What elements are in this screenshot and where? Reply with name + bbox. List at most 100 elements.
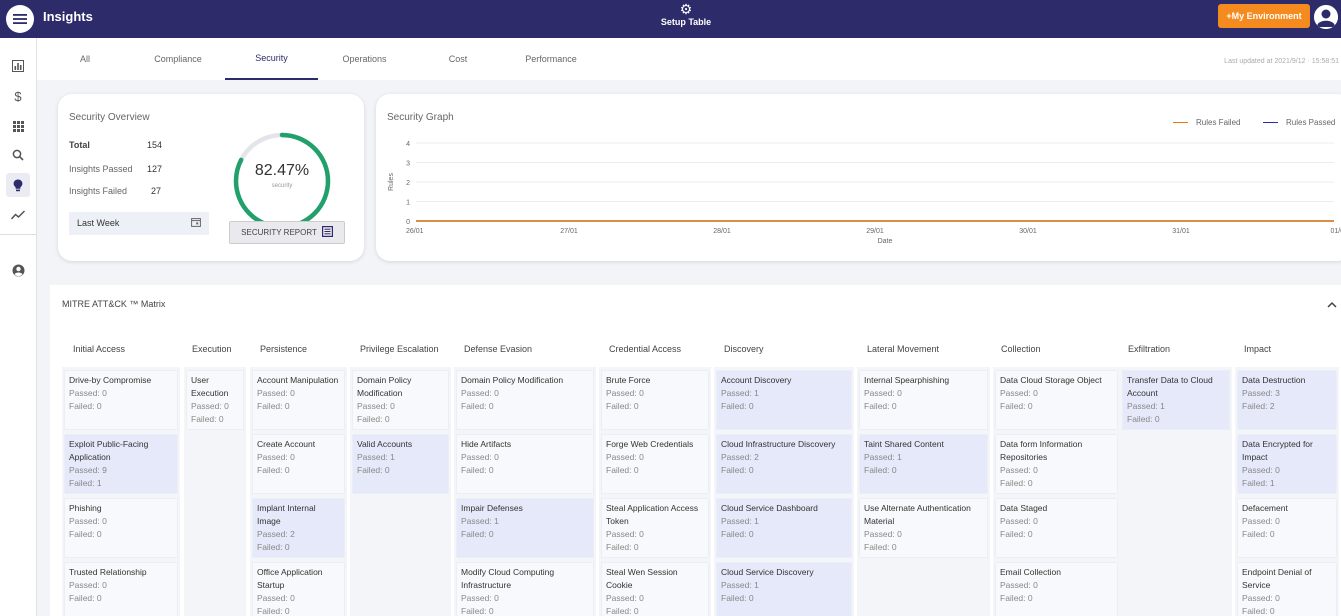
period-label: Last Week: [77, 218, 120, 228]
matrix-technique-tile[interactable]: Domain Policy Modification Passed: 0 Faile…: [352, 370, 449, 430]
security-overview-title: Security Overview: [69, 112, 150, 123]
matrix-technique-tile[interactable]: Steal Application Access Token Passed: 0 F…: [601, 498, 709, 558]
security-report-button[interactable]: SECURITY REPORT: [229, 221, 345, 244]
matrix-technique-tile[interactable]: Internal Spearphishing Passed: 0 Failed: 0: [859, 370, 988, 430]
matrix-technique-tile[interactable]: Trusted Relationship Passed: 0 Failed: 0: [64, 562, 178, 616]
technique-name: Domain Policy Modification: [357, 375, 412, 398]
bar-chart-icon[interactable]: [6, 54, 30, 78]
matrix-technique-tile[interactable]: Email Collection Passed: 0 Failed: 0: [995, 562, 1118, 616]
technique-name: Account Discovery: [721, 375, 792, 385]
period-select[interactable]: Last Week: [69, 212, 209, 235]
technique-passed: Passed: 0: [357, 401, 395, 411]
matrix-technique-tile[interactable]: Impair Defenses Passed: 1 Failed: 0: [456, 498, 594, 558]
matrix-technique-tile[interactable]: Endpoint Denial of Service Passed: 0 Faile…: [1237, 562, 1337, 616]
matrix-technique-tile[interactable]: Cloud Service Dashboard Passed: 1 Failed: …: [716, 498, 852, 558]
y-tick-label: 3: [406, 161, 410, 168]
technique-passed: Passed: 2: [257, 529, 295, 539]
technique-name: Data Staged: [1000, 503, 1048, 513]
technique-failed: Failed: 0: [864, 401, 897, 411]
technique-failed: Failed: 0: [1000, 478, 1033, 488]
matrix-technique-tile[interactable]: Data form Information Repositories Passed…: [995, 434, 1118, 494]
matrix-technique-tile[interactable]: Drive-by Compromise Passed: 0 Failed: 0: [64, 370, 178, 430]
technique-name: Cloud Service Discovery: [721, 567, 814, 577]
technique-failed: Failed: 0: [69, 401, 102, 411]
matrix-technique-tile[interactable]: Hide Artifacts Passed: 0 Failed: 0: [456, 434, 594, 494]
matrix-technique-tile[interactable]: Create Account Passed: 0 Failed: 0: [252, 434, 345, 494]
matrix-technique-tile[interactable]: Steal Wen Session Cookie Passed: 0 Failed:…: [601, 562, 709, 616]
technique-name: Valid Accounts: [357, 439, 413, 449]
tab-security[interactable]: Security: [225, 38, 318, 80]
hamburger-icon[interactable]: [6, 5, 34, 33]
matrix-technique-tile[interactable]: Transfer Data to Cloud Account Passed: 1 F…: [1122, 370, 1230, 430]
legend-rules-failed[interactable]: Rules Failed: [1173, 118, 1240, 127]
tab-compliance[interactable]: Compliance: [154, 54, 202, 64]
technique-passed: Passed: 0: [1000, 516, 1038, 526]
matrix-technique-tile[interactable]: User Execution Passed: 0 Failed: 0: [186, 370, 244, 430]
user-avatar-icon[interactable]: [1314, 5, 1338, 29]
matrix-column-header: Impact: [1244, 344, 1272, 354]
technique-passed: Passed: 0: [1242, 593, 1280, 603]
matrix-technique-tile[interactable]: Domain Policy Modification Passed: 0 Faile…: [456, 370, 594, 430]
matrix-technique-tile[interactable]: Cloud Service Discovery Passed: 1 Failed: …: [716, 562, 852, 616]
technique-name: Data form Information Repositories: [1000, 439, 1083, 462]
matrix-technique-tile[interactable]: Defacement Passed: 0 Failed: 0: [1237, 498, 1337, 558]
technique-name: Drive-by Compromise: [69, 375, 152, 385]
matrix-technique-tile[interactable]: Data Encrypted for Impact Passed: 0 Failed…: [1237, 434, 1337, 494]
collapse-chevron-icon[interactable]: [1327, 297, 1337, 311]
security-percent-sub: security: [271, 183, 293, 189]
technique-failed: Failed: 0: [461, 529, 494, 539]
technique-name: Phishing: [69, 503, 102, 513]
technique-name: Implant Internal Image: [257, 503, 316, 526]
technique-name: Endpoint Denial of Service: [1242, 567, 1312, 590]
matrix-technique-tile[interactable]: Cloud Infrastructure Discovery Passed: 2 F…: [716, 434, 852, 494]
search-icon[interactable]: [6, 143, 30, 167]
tab-performance[interactable]: Performance: [525, 54, 577, 64]
matrix-technique-tile[interactable]: Exploit Public-Facing Application Passed:…: [64, 434, 178, 494]
matrix-technique-tile[interactable]: Use Alternate Authentication Material Pas…: [859, 498, 988, 558]
my-environment-button[interactable]: +My Environment: [1218, 4, 1310, 28]
setup-table-button[interactable]: ⚙ Setup Table: [650, 2, 722, 27]
lightbulb-icon[interactable]: [6, 173, 30, 197]
technique-failed: Failed: 0: [606, 542, 639, 552]
matrix-technique-tile[interactable]: Valid Accounts Passed: 1 Failed: 0: [352, 434, 449, 494]
matrix-technique-tile[interactable]: Implant Internal Image Passed: 2 Failed: 0: [252, 498, 345, 558]
matrix-technique-tile[interactable]: Modify Cloud Computing Infrastructure Pas…: [456, 562, 594, 616]
trending-icon[interactable]: [6, 203, 30, 227]
y-axis-label: Rules: [388, 173, 395, 191]
technique-passed: Passed: 0: [257, 593, 295, 603]
technique-passed: Passed: 0: [461, 593, 499, 603]
matrix-technique-tile[interactable]: Forge Web Credentials Passed: 0 Failed: 0: [601, 434, 709, 494]
tab-operations[interactable]: Operations: [342, 54, 387, 64]
matrix-technique-tile[interactable]: Phishing Passed: 0 Failed: 0: [64, 498, 178, 558]
matrix-technique-tile[interactable]: Taint Shared Content Passed: 1 Failed: 0: [859, 434, 988, 494]
matrix-technique-tile[interactable]: Data Destruction Passed: 3 Failed: 2: [1237, 370, 1337, 430]
x-tick-label: 29/01: [866, 228, 884, 235]
matrix-column-header: Privilege Escalation: [360, 344, 439, 354]
matrix-technique-tile[interactable]: Data Staged Passed: 0 Failed: 0: [995, 498, 1118, 558]
technique-failed: Failed: 0: [357, 465, 390, 475]
matrix-technique-tile[interactable]: Brute Force Passed: 0 Failed: 0: [601, 370, 709, 430]
x-tick-label: 31/01: [1172, 228, 1190, 235]
calendar-icon[interactable]: [191, 217, 201, 230]
matrix-technique-tile[interactable]: Office Application Startup Passed: 0 Faile…: [252, 562, 345, 616]
legend-rules-passed[interactable]: Rules Passed: [1263, 118, 1335, 127]
matrix-technique-tile[interactable]: Account Manipulation Passed: 0 Failed: 0: [252, 370, 345, 430]
dollar-icon[interactable]: $: [14, 88, 22, 104]
technique-failed: Failed: 0: [191, 414, 224, 424]
matrix-technique-tile[interactable]: Account Discovery Passed: 1 Failed: 0: [716, 370, 852, 430]
apps-grid-icon[interactable]: [6, 114, 30, 138]
technique-passed: Passed: 0: [1000, 465, 1038, 475]
matrix-column-header: Defense Evasion: [464, 344, 533, 354]
security-percent-text: 82.47%: [254, 162, 310, 179]
matrix-technique-tile[interactable]: Data Cloud Storage Object Passed: 0 Failed…: [995, 370, 1118, 430]
technique-name: User Execution: [191, 375, 229, 398]
tab-cost[interactable]: Cost: [448, 54, 468, 64]
technique-name: Email Collection: [1000, 567, 1061, 577]
tab-all[interactable]: All: [79, 54, 90, 64]
technique-name: Data Destruction: [1242, 375, 1306, 385]
security-percent-ring: 82.47% security: [233, 132, 331, 230]
technique-name: Domain Policy Modification: [461, 375, 564, 385]
account-circle-icon[interactable]: [6, 258, 30, 282]
technique-failed: Failed: 0: [69, 593, 102, 603]
technique-name: Brute Force: [606, 375, 651, 385]
